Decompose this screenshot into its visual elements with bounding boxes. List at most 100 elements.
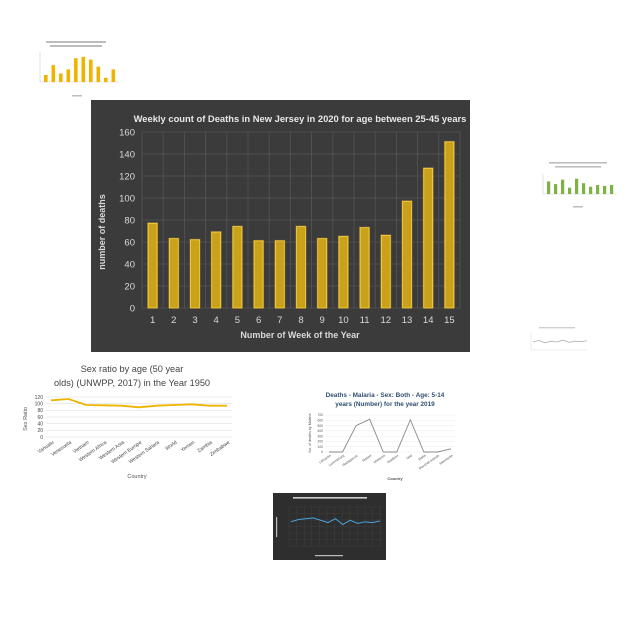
thumb-bar: [51, 65, 56, 82]
sex-ratio-chart-svg: Sex ratio by age (50 year olds) (UNWPP, …: [23, 364, 232, 480]
x-tick-label: 2: [171, 315, 176, 326]
thumb-bar: [589, 186, 593, 194]
chart-title-line-1: Deaths - Malaria - Sex: Both - Age: 5-14: [326, 392, 445, 399]
y-tick-label: 20: [37, 428, 43, 434]
y-tick-label: 80: [37, 408, 43, 414]
y-tick-label: 100: [317, 445, 323, 449]
y-tick-label: 80: [124, 216, 135, 227]
bar: [190, 239, 200, 309]
thumbnail-line-chart-dark-svg: [276, 497, 381, 557]
y-tick-label: 120: [119, 172, 135, 183]
x-tick-label: Malaysia: [373, 453, 386, 464]
bar: [253, 240, 264, 309]
bar: [211, 231, 222, 309]
thumb-title-line: [539, 327, 575, 329]
y-tick-label: 20: [124, 282, 135, 293]
thumb-bar: [596, 185, 600, 194]
thumb-title-line: [293, 497, 367, 499]
y-tick-label: 400: [317, 429, 323, 433]
thumbnail-line-chart-grey-svg: [530, 327, 588, 351]
bar: [296, 226, 306, 309]
thumbnail-bar-chart-green-svg: [542, 162, 617, 208]
x-tick-label: 6: [256, 315, 261, 326]
thumb-title-line: [549, 162, 607, 164]
x-tick-label: Malta: [418, 453, 427, 461]
x-tick-label: 10: [338, 315, 349, 326]
thumb-bar: [111, 69, 116, 82]
y-tick-label: 500: [317, 424, 323, 428]
thumb-title-line: [50, 45, 102, 47]
thumb-bar: [554, 184, 558, 194]
x-tick-label: Zimbabwe: [209, 440, 232, 458]
x-tick-label: 12: [381, 315, 392, 326]
y-tick-label: 100: [119, 194, 135, 205]
x-tick-label: Mali: [406, 453, 413, 460]
thumb-bar: [610, 185, 614, 194]
bar: [317, 238, 328, 309]
chart-title: Weekly count of Deaths in New Jersey in …: [134, 113, 467, 124]
bar: [147, 222, 158, 309]
thumb-bar: [59, 73, 63, 82]
bar: [168, 238, 179, 309]
thumb-ylabel-line: [276, 517, 278, 537]
y-tick-label: 300: [317, 434, 323, 438]
x-tick-label: 9: [320, 315, 325, 326]
x-tick-label: 5: [235, 315, 240, 326]
series-line: [329, 418, 452, 453]
x-tick-label: 14: [423, 315, 434, 326]
thumb-bar: [81, 56, 86, 82]
x-tick-label: World: [164, 440, 178, 452]
x-tick-label: Malawi: [362, 453, 373, 462]
bar: [359, 227, 370, 309]
series-line: [50, 398, 227, 409]
bar: [232, 226, 243, 309]
x-tick-label: Yemen: [180, 440, 196, 454]
x-tick-label: 4: [214, 315, 219, 326]
y-tick-label: 600: [317, 418, 323, 422]
bar: [423, 167, 434, 309]
x-tick-label: 11: [360, 315, 370, 326]
thumbnail-bar-chart-green: [535, 160, 621, 210]
sex-ratio-chart: Sex ratio by age (50 year olds) (UNWPP, …: [20, 362, 238, 484]
chart-title-line-1: Sex ratio by age (50 year: [81, 364, 184, 374]
thumb-bar: [561, 179, 565, 194]
x-tick-label: 7: [277, 315, 282, 326]
thumb-bar: [575, 178, 579, 194]
y-axis-label: No. of deaths by Malaria: [308, 414, 312, 453]
y-tick-label: 140: [119, 150, 135, 161]
malaria-deaths-chart: Deaths - Malaria - Sex: Both - Age: 5-14…: [305, 388, 460, 486]
x-axis-label: Number of Week of the Year: [240, 330, 360, 340]
deaths-new-jersey-chart-svg: Weekly count of Deaths in New Jersey in …: [97, 113, 467, 340]
y-tick-label: 200: [317, 440, 323, 444]
y-tick-label: 100: [35, 401, 44, 407]
x-tick-label: 13: [402, 315, 413, 326]
thumbnail-line-chart-dark: [273, 493, 386, 560]
y-tick-label: 160: [119, 128, 135, 139]
thumb-bar: [547, 181, 551, 194]
thumb-bar: [66, 69, 71, 82]
thumbnail-bar-chart-yellow: [30, 38, 122, 100]
bar: [338, 236, 349, 309]
x-tick-label: 8: [298, 315, 303, 326]
x-tick-label: 1: [150, 315, 155, 326]
y-tick-label: 40: [37, 421, 43, 427]
thumb-xlabel-line: [573, 206, 583, 208]
thumb-bar: [89, 59, 93, 82]
deaths-new-jersey-chart: Weekly count of Deaths in New Jersey in …: [91, 100, 470, 352]
malaria-deaths-chart-svg: Deaths - Malaria - Sex: Both - Age: 5-14…: [308, 392, 455, 481]
y-tick-label: 0: [321, 450, 323, 454]
y-tick-label: 120: [35, 395, 44, 401]
thumbnail-bar-chart-yellow-svg: [39, 41, 118, 97]
x-tick-label: Maldives: [386, 453, 399, 464]
x-tick-label: 3: [192, 315, 197, 326]
thumb-title-line: [46, 41, 106, 43]
chart-title-line-2: olds) (UNWPP, 2017) in the Year 1950: [54, 378, 210, 388]
x-tick-label: Mauritania: [439, 453, 454, 465]
y-tick-label: 0: [130, 304, 135, 315]
bar: [274, 240, 285, 309]
thumb-bar: [44, 75, 48, 82]
y-axis-label: Sex Ratio: [23, 407, 29, 431]
thumb-bar: [74, 58, 78, 82]
y-tick-label: 60: [124, 238, 135, 249]
thumb-bar: [568, 187, 572, 194]
